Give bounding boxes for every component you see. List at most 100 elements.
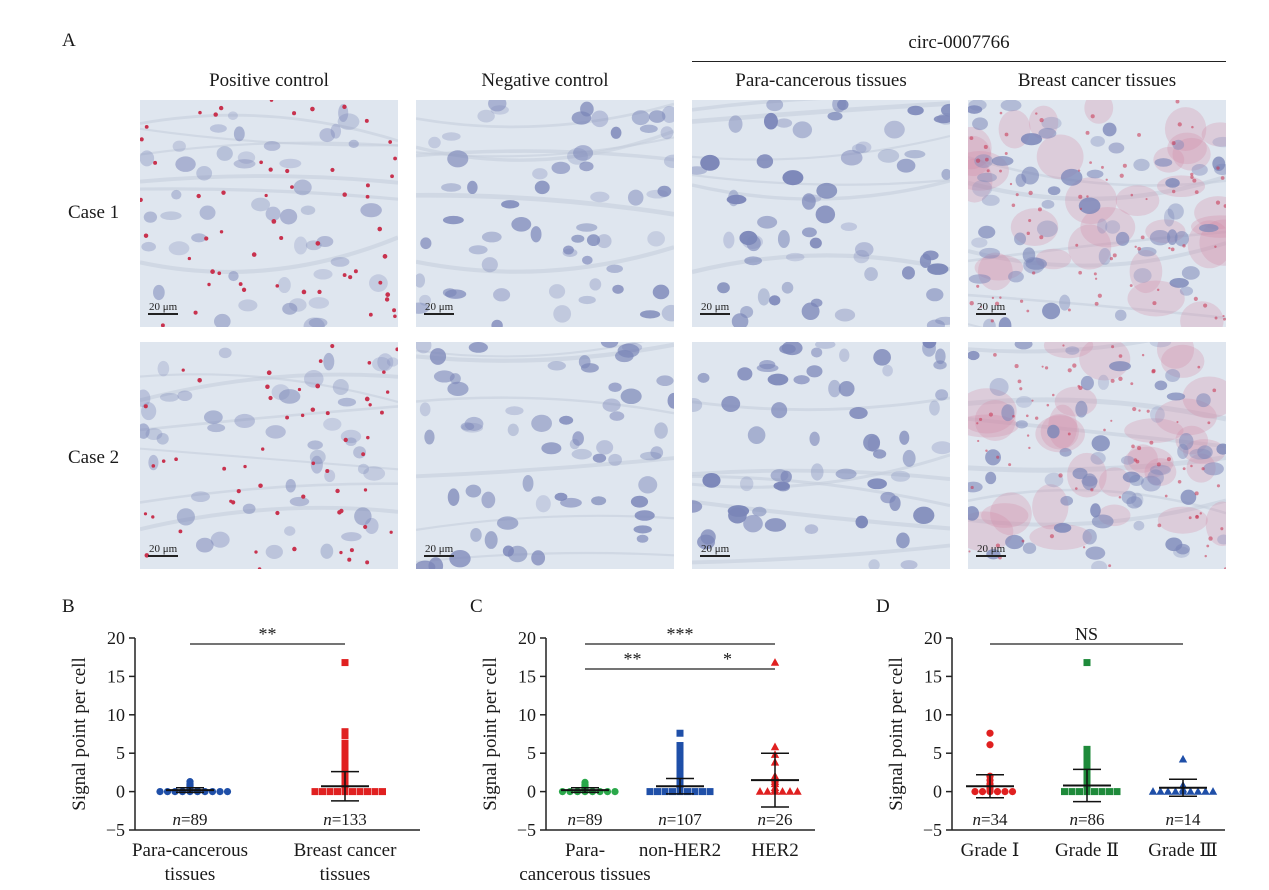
tissue-image	[140, 100, 398, 327]
data-point	[1083, 659, 1091, 667]
data-point	[785, 787, 795, 795]
y-tick-label: 0	[116, 782, 125, 802]
row-label-case-2: Case 2	[68, 447, 120, 468]
data-point	[691, 788, 699, 796]
data-point	[706, 788, 714, 796]
significance-label: **	[624, 649, 642, 669]
data-point	[778, 787, 787, 795]
tissue-image	[968, 342, 1226, 569]
data-point	[216, 788, 224, 796]
data-point	[978, 788, 987, 796]
data-point	[971, 788, 979, 796]
tissue-image	[692, 342, 950, 569]
y-axis-label: Signal point per cell	[886, 657, 907, 811]
data-point	[341, 728, 349, 736]
column-title-breast-cancer: Breast cancer tissues	[1017, 70, 1177, 91]
data-point	[676, 761, 684, 769]
n-label: n=133	[323, 810, 367, 829]
y-tick-label: −5	[106, 820, 125, 840]
x-category-label: Grade Ⅱ	[1055, 840, 1119, 861]
tissue-image	[416, 342, 674, 569]
series-3	[1148, 754, 1218, 797]
data-point	[1113, 788, 1121, 796]
data-point	[993, 788, 1002, 796]
y-axis-label: Signal point per cell	[69, 657, 90, 811]
y-axis-label: Signal point per cell	[480, 657, 501, 811]
data-point	[1068, 788, 1076, 796]
data-point	[371, 788, 379, 796]
data-point	[684, 788, 691, 796]
data-point	[1178, 754, 1188, 763]
data-point	[1083, 758, 1091, 766]
data-point	[1076, 788, 1083, 796]
data-point	[364, 788, 371, 796]
data-point	[669, 788, 676, 796]
y-tick-label: 0	[933, 782, 942, 802]
n-label: n=26	[757, 810, 792, 829]
micrograph-negative-case1: 20 μm	[416, 100, 674, 327]
data-point	[654, 788, 661, 796]
data-point	[1201, 787, 1210, 795]
series-1	[558, 778, 619, 796]
scale-bar: 20 μm	[424, 543, 455, 557]
significance-label: ***	[667, 624, 694, 644]
series-2	[311, 659, 386, 802]
data-point	[319, 788, 326, 796]
data-point	[341, 739, 349, 747]
x-category-label: tissues	[165, 864, 216, 885]
chart-panel-b: B −5 0 5 10 15 20 Signal point per cell Para-can…	[62, 596, 420, 885]
n-label: n=89	[567, 810, 602, 829]
series-3	[751, 658, 802, 808]
data-point	[156, 788, 164, 796]
data-point	[1156, 787, 1165, 795]
data-point	[1083, 754, 1091, 762]
data-point	[1001, 788, 1009, 796]
data-point	[1098, 788, 1106, 796]
data-point	[311, 788, 319, 796]
data-point	[699, 788, 706, 796]
y-tick-label: 15	[107, 666, 125, 686]
y-tick-label: 10	[518, 705, 536, 725]
significance-label: **	[259, 624, 277, 644]
data-point	[1163, 787, 1173, 795]
panel-label: C	[470, 596, 483, 617]
x-category-label: non-HER2	[639, 840, 721, 861]
data-point	[986, 729, 994, 737]
tissue-image	[692, 100, 950, 327]
panel-a-label: A	[62, 30, 76, 51]
n-label: n=89	[172, 810, 207, 829]
x-category-label: cancerous tissues	[519, 864, 650, 885]
x-category-label: Grade Ⅲ	[1148, 840, 1218, 861]
column-title-para-cancerous: Para-cancerous tissues	[735, 70, 907, 91]
y-tick-label: 10	[924, 705, 942, 725]
n-label: n=14	[1165, 810, 1201, 829]
circ-group-rule	[692, 61, 1226, 62]
column-title-positive-control: Positive control	[209, 70, 329, 91]
circ-group-label: circ-0007766	[908, 32, 1010, 53]
series-1	[156, 778, 232, 796]
data-point	[379, 788, 386, 796]
y-tick-label: 20	[924, 628, 942, 648]
scale-bar: 20 μm	[976, 543, 1007, 557]
data-point	[1171, 787, 1180, 795]
data-point	[676, 748, 684, 756]
n-label: n=34	[972, 810, 1008, 829]
x-category-label: Para-cancerous	[132, 840, 248, 861]
series-1	[966, 729, 1017, 799]
data-point	[763, 787, 772, 795]
x-category-label: Breast cancer	[294, 840, 398, 861]
data-point	[611, 788, 619, 796]
y-tick-label: −5	[923, 820, 942, 840]
y-tick-label: 0	[527, 782, 536, 802]
scale-bar: 20 μm	[700, 301, 731, 315]
panel-label: B	[62, 596, 75, 617]
y-tick-label: 5	[933, 743, 942, 763]
tissue-image	[140, 342, 398, 569]
data-point	[1148, 787, 1158, 795]
micrograph-cancer-case2: 20 μm	[968, 342, 1226, 569]
micrograph-positive-case1: 20 μm	[140, 100, 398, 327]
scale-bar: 20 μm	[976, 301, 1007, 315]
y-tick-label: 20	[107, 628, 125, 648]
data-point	[341, 659, 349, 667]
